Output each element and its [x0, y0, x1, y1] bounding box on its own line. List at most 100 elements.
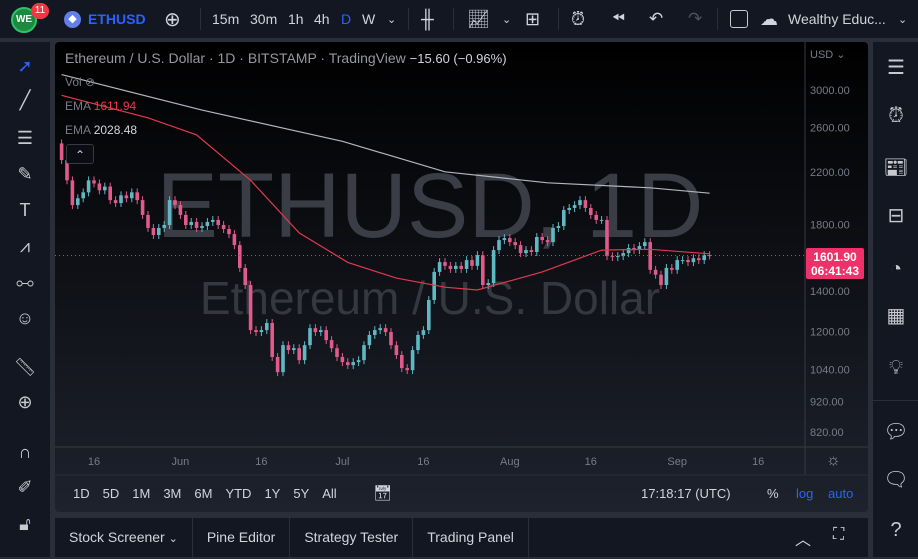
ema-fast-line [61, 94, 710, 291]
interval-15m[interactable]: 15m [212, 11, 240, 27]
layouts-icon[interactable]: ⊞ [525, 8, 541, 29]
candle-body [664, 267, 669, 286]
range-ytd[interactable]: YTD [225, 486, 252, 501]
time-tick-label: 16 [255, 456, 267, 468]
candle-body [281, 345, 285, 373]
chats-icon[interactable]: 💬︎ [883, 421, 909, 443]
fullscreen-icon[interactable] [730, 10, 748, 28]
ideas-icon[interactable]: ⊟ [887, 205, 905, 227]
layout-name[interactable]: Wealthy Educ... [788, 11, 886, 27]
candle-body [211, 219, 215, 222]
time-tick-label: 16 [88, 456, 100, 468]
date-range-icon[interactable]: 📅︎ [373, 485, 393, 502]
tab-trading-panel[interactable]: Trading Panel [413, 518, 529, 557]
indicators-dropdown-icon[interactable]: ⌄ [502, 13, 512, 26]
fib-icon[interactable]: ☰ [16, 128, 34, 148]
messages-icon[interactable]: 🗨︎ [883, 469, 909, 491]
pattern-icon[interactable]: ⩘ [19, 236, 31, 256]
interval-30m[interactable]: 30m [250, 11, 278, 27]
brush-icon[interactable]: ✎ [17, 164, 33, 184]
alerts-icon[interactable]: ⏰︎ [888, 105, 904, 127]
interval-4h[interactable]: 4h [314, 11, 330, 27]
percent-toggle[interactable]: % [767, 486, 779, 501]
maximize-panel-icon[interactable]: ⛶ [833, 526, 845, 543]
tab-stock-screener[interactable]: Stock Screener ⌄ [55, 518, 193, 557]
tab-strategy-tester[interactable]: Strategy Tester [290, 518, 414, 557]
trendline-icon[interactable]: ╱ [19, 90, 31, 110]
magnet-icon[interactable]: ∩ [18, 442, 32, 462]
lock-drawings-icon[interactable]: ✐ [17, 477, 33, 497]
legend-ema-slow[interactable]: EMA 2028.48 [65, 123, 137, 137]
interval-w[interactable]: W [362, 11, 376, 27]
log-toggle[interactable]: log [796, 486, 814, 501]
alert-icon[interactable]: ⏰︎ [571, 8, 586, 29]
indicators-icon[interactable]: 📈︎ [467, 8, 490, 29]
symbol-search[interactable]: ETHUSD [88, 11, 146, 27]
cursor-icon[interactable]: ➚ [17, 56, 33, 76]
candle-body [92, 180, 96, 184]
collapse-legend-button[interactable]: ⌃ [66, 144, 94, 164]
range-all[interactable]: All [322, 486, 337, 501]
lightbulb-icon[interactable]: 💡︎ [889, 357, 903, 379]
range-5d[interactable]: 5D [102, 486, 120, 501]
ruler-icon[interactable]: 📏︎ [13, 357, 37, 377]
hotlists-icon[interactable]: ◔ [889, 258, 903, 280]
candle [292, 344, 296, 355]
candle [173, 196, 177, 210]
candle-body [556, 226, 561, 228]
candle-body [76, 198, 80, 206]
prediction-icon[interactable]: ⧟ [16, 272, 34, 292]
candle [626, 244, 631, 258]
range-1m[interactable]: 1M [132, 486, 151, 501]
candle [680, 256, 685, 265]
range-1d[interactable]: 1D [73, 486, 90, 501]
candle [459, 261, 463, 273]
chevron-down-icon[interactable]: ⌄ [168, 533, 178, 545]
candle-body [151, 227, 156, 236]
cloud-save-icon[interactable]: ☁︎ [760, 8, 778, 29]
legend-ema-fast[interactable]: EMA 1611.94 [65, 99, 136, 113]
tab-pine-editor[interactable]: Pine Editor [193, 518, 291, 557]
hidden-eye-icon[interactable]: ⊘ [85, 75, 96, 89]
candle-body [254, 330, 258, 333]
candle [124, 191, 129, 203]
collapse-panel-icon[interactable]: ︿ [795, 532, 812, 549]
range-1y[interactable]: 1Y [264, 486, 281, 501]
candles-icon[interactable]: ╫ [421, 8, 434, 29]
lock-icon[interactable]: 🔓︎ [19, 514, 31, 534]
candle-body [335, 348, 339, 357]
candle [373, 326, 377, 339]
candle-body [319, 330, 323, 333]
candle-body [346, 362, 350, 366]
layout-dropdown-icon[interactable]: ⌄ [898, 13, 908, 26]
interval-1h[interactable]: 1h [288, 11, 304, 27]
candle-body [270, 322, 274, 357]
utc-clock[interactable]: 17:18:17 (UTC) [641, 486, 731, 501]
range-5y[interactable]: 5Y [293, 486, 310, 501]
news-icon[interactable]: 📰︎ [883, 157, 909, 179]
candle-body [329, 340, 334, 349]
compare-add-icon[interactable]: ⊕ [164, 8, 181, 31]
candle-body [194, 221, 199, 228]
interval-d[interactable]: D [341, 11, 352, 27]
range-3m[interactable]: 3M [163, 486, 182, 501]
help-icon[interactable]: ? [890, 519, 902, 541]
zoom-in-icon[interactable]: ⊕ [17, 392, 33, 412]
auto-toggle[interactable]: auto [828, 486, 854, 501]
interval-dropdown-icon[interactable]: ⌄ [387, 13, 397, 26]
currency-selector[interactable]: USD ⌄ [810, 49, 846, 61]
text-icon[interactable]: T [19, 200, 31, 220]
undo-icon[interactable]: ↶ [649, 9, 664, 28]
candle-body [540, 236, 544, 241]
redo-icon[interactable]: ↷ [688, 9, 703, 28]
calendar-icon[interactable]: ▦ [886, 305, 906, 327]
candle [302, 341, 307, 365]
legend-volume[interactable]: Vol ⊘ [65, 75, 95, 89]
range-6m[interactable]: 6M [194, 486, 213, 501]
replay-icon[interactable]: ⏪︎ [612, 10, 625, 27]
chart-settings-icon[interactable]: ☼ [826, 452, 841, 469]
emoji-icon[interactable]: ☺ [15, 308, 35, 328]
price-chart[interactable]: ETHUSD, 1D Ethereum / U.S. Dollar 3000.0… [55, 42, 868, 512]
chart-pane[interactable]: ETHUSD, 1D Ethereum / U.S. Dollar 3000.0… [55, 42, 868, 512]
watchlist-icon[interactable]: ☰ [887, 57, 905, 79]
